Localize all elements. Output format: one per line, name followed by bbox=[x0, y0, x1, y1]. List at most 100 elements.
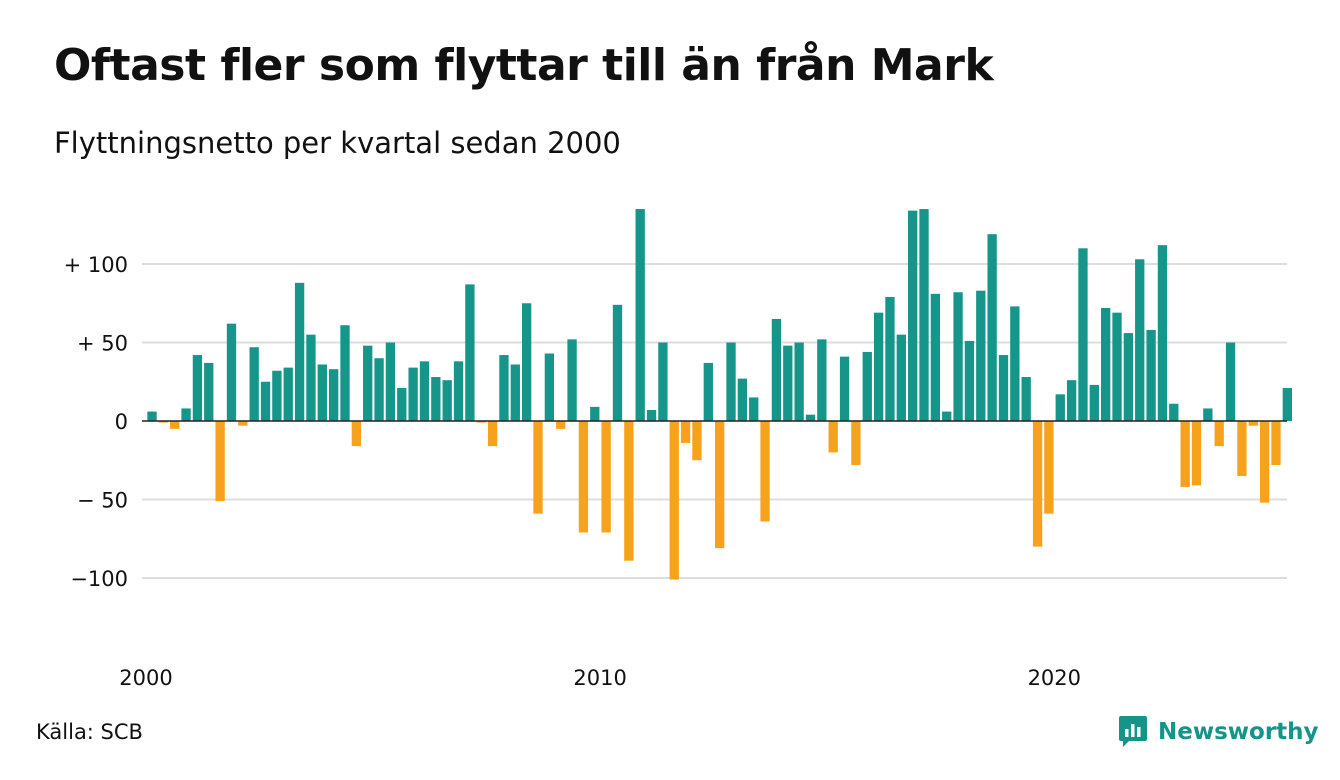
x-tick-label: 2020 bbox=[1028, 666, 1081, 690]
bar bbox=[873, 312, 884, 421]
bar bbox=[567, 339, 577, 421]
bar bbox=[749, 397, 759, 421]
bar bbox=[170, 421, 180, 429]
bar bbox=[998, 355, 1009, 421]
bar bbox=[1112, 312, 1122, 421]
bar bbox=[329, 369, 339, 421]
bar bbox=[226, 323, 237, 421]
bar bbox=[397, 388, 407, 421]
bar bbox=[851, 421, 861, 465]
bar bbox=[771, 318, 782, 421]
newsworthy-logo-icon bbox=[1119, 716, 1147, 747]
bar bbox=[1123, 333, 1134, 421]
bar bbox=[1191, 421, 1202, 486]
chart-title: Oftast fler som flyttar till än från Mar… bbox=[54, 40, 994, 91]
x-axis: 2000 2010 2020 bbox=[119, 666, 1081, 690]
bar bbox=[317, 364, 327, 421]
bar bbox=[987, 234, 997, 421]
bar bbox=[805, 414, 816, 421]
y-tick-label: + 100 bbox=[64, 253, 128, 277]
bar bbox=[624, 421, 634, 561]
bar bbox=[953, 292, 963, 421]
bar bbox=[1180, 421, 1190, 487]
bar bbox=[1271, 421, 1281, 465]
bar bbox=[408, 367, 418, 421]
bar bbox=[249, 347, 259, 421]
bar bbox=[556, 421, 566, 429]
bar bbox=[363, 345, 373, 421]
bar bbox=[680, 421, 691, 443]
bar bbox=[192, 355, 203, 421]
bar bbox=[612, 304, 623, 421]
bar bbox=[351, 421, 362, 447]
bar bbox=[896, 334, 906, 421]
bar bbox=[1146, 329, 1156, 421]
bar bbox=[374, 358, 384, 421]
bar bbox=[544, 353, 555, 421]
bar bbox=[1010, 306, 1020, 421]
bar bbox=[522, 303, 532, 421]
brand-name: Newsworthy bbox=[1158, 719, 1319, 745]
bar bbox=[658, 342, 668, 421]
bar bbox=[737, 378, 748, 421]
bar bbox=[715, 421, 725, 549]
y-axis: + 100 + 50 0 − 50 −100 bbox=[64, 253, 128, 591]
bar bbox=[692, 421, 702, 461]
y-tick-label: 0 bbox=[115, 410, 128, 434]
bar bbox=[828, 421, 838, 453]
bar bbox=[1157, 245, 1168, 421]
bar bbox=[669, 421, 679, 580]
bar bbox=[431, 377, 441, 421]
bar bbox=[1044, 421, 1054, 514]
bar bbox=[578, 421, 589, 533]
bar bbox=[964, 340, 975, 421]
brand-logo: Newsworthy bbox=[1118, 714, 1319, 750]
bar bbox=[601, 421, 611, 533]
bar bbox=[976, 290, 986, 421]
source-note: Källa: SCB bbox=[36, 720, 143, 744]
y-tick-label: + 50 bbox=[77, 332, 128, 356]
bar bbox=[839, 356, 850, 421]
bar bbox=[760, 421, 770, 522]
bar bbox=[442, 380, 452, 421]
bar bbox=[862, 351, 872, 421]
bar bbox=[465, 284, 475, 421]
bar bbox=[487, 421, 498, 447]
bar bbox=[726, 342, 736, 421]
gridlines bbox=[142, 263, 1287, 579]
bar bbox=[453, 361, 464, 421]
bar bbox=[306, 334, 316, 421]
bar bbox=[510, 364, 520, 421]
bar bbox=[215, 421, 225, 502]
bar bbox=[1214, 421, 1224, 447]
bar bbox=[783, 345, 793, 421]
bar bbox=[340, 325, 350, 421]
x-tick-label: 2010 bbox=[573, 666, 626, 690]
bar bbox=[1078, 248, 1088, 421]
bar bbox=[1021, 377, 1031, 421]
bar bbox=[908, 210, 918, 421]
bar bbox=[646, 410, 657, 421]
bar bbox=[1055, 394, 1065, 421]
bar bbox=[942, 411, 952, 421]
y-tick-label: −100 bbox=[70, 567, 128, 591]
bar bbox=[181, 408, 191, 421]
bar bbox=[1203, 408, 1213, 421]
bar bbox=[1169, 403, 1179, 421]
bar bbox=[794, 342, 804, 421]
bar bbox=[1237, 421, 1247, 476]
bar bbox=[533, 421, 543, 514]
bar bbox=[1089, 384, 1099, 421]
y-tick-label: − 50 bbox=[77, 489, 128, 513]
x-tick-label: 2000 bbox=[119, 666, 172, 690]
bar bbox=[1282, 388, 1292, 421]
bar bbox=[1101, 307, 1111, 421]
bar bbox=[294, 282, 305, 421]
bar bbox=[272, 370, 282, 421]
bar bbox=[930, 293, 941, 421]
bar bbox=[385, 342, 396, 421]
bar bbox=[238, 421, 248, 426]
bar-chart: + 100 + 50 0 − 50 −100 2000 2010 2020 bbox=[64, 209, 1292, 690]
bar bbox=[919, 209, 929, 421]
bar bbox=[499, 355, 509, 421]
